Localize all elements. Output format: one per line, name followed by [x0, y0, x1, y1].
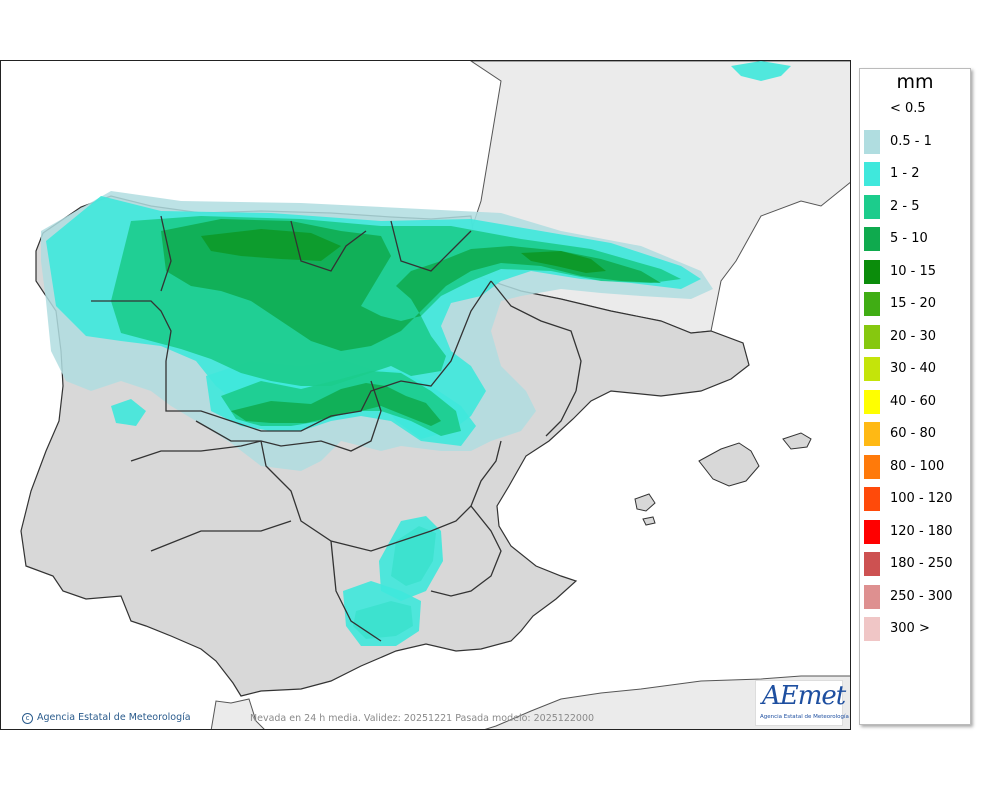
region-borders: [91, 215, 582, 642]
aemet-logo-subtitle: Agencia Estatal de Meteorología: [760, 714, 849, 720]
snow-forecast-map: [0, 60, 851, 730]
legend-label: 30 - 40: [890, 361, 937, 376]
snow-band-1-2-betica-north: [379, 516, 443, 601]
legend-swatch: [864, 519, 880, 544]
legend-swatch: [864, 292, 880, 316]
legend-row: 250 - 300: [864, 584, 968, 609]
legend-row: < 0.5: [864, 97, 968, 121]
legend-swatch: [864, 162, 880, 186]
legend-row: 300 >: [864, 617, 968, 641]
map-caption: Nevada en 24 h media. Validez: 20251221 …: [250, 713, 595, 724]
legend-label: 300 >: [890, 621, 930, 636]
legend-row: 40 - 60: [864, 389, 968, 414]
legend-label: 2 - 5: [890, 198, 920, 214]
legend-label: < 0.5: [890, 101, 926, 116]
legend-label: 5 - 10: [890, 231, 928, 246]
snow-areas: [41, 61, 791, 646]
legend-swatch: [864, 454, 880, 479]
snow-band-10-15-cantabrica: [201, 229, 341, 261]
menorca-island: [782, 432, 812, 450]
formentera-island: [642, 516, 656, 526]
legend-row: 1 - 2: [864, 162, 968, 186]
agency-credit-text: Agencia Estatal de Meteorología: [37, 712, 191, 723]
aemet-logo: AEmet Agencia Estatal de Meteorología: [755, 680, 849, 726]
legend-row: 80 - 100: [864, 454, 968, 479]
legend-swatch: [864, 487, 880, 511]
legend-swatch: [864, 227, 880, 251]
legend-row: 60 - 80: [864, 422, 968, 446]
legend-row: 100 - 120: [864, 487, 968, 511]
legend-swatch: [864, 389, 880, 414]
legend-label: 60 - 80: [890, 426, 937, 441]
snow-band-1-2-alps: [731, 61, 791, 81]
legend-swatch: [864, 422, 880, 446]
ibiza-island: [634, 493, 656, 512]
legend-swatch: [864, 552, 880, 576]
legend-row: 120 - 180: [864, 519, 968, 544]
legend-row: 15 - 20: [864, 292, 968, 316]
legend-label: 120 - 180: [890, 523, 953, 539]
legend-label: 1 - 2: [890, 166, 920, 181]
snow-band-5-10-sistema-central: [231, 383, 441, 426]
legend-row: 0.5 - 1: [864, 129, 968, 154]
legend-label: 0.5 - 1: [890, 133, 932, 149]
legend-label: 100 - 120: [890, 491, 953, 506]
legend-label: 250 - 300: [890, 588, 953, 604]
legend-row: 30 - 40: [864, 357, 968, 381]
aemet-logo-word: AEmet: [762, 681, 846, 711]
agency-credit: c Agencia Estatal de Meteorología: [22, 712, 191, 724]
legend-label: 15 - 20: [890, 296, 937, 311]
africa-landmass: [210, 675, 850, 729]
legend-label: 180 - 250: [890, 556, 953, 571]
legend-swatch: [864, 259, 880, 284]
copyright-icon: c: [22, 713, 33, 724]
legend-swatch: [864, 617, 880, 641]
legend-swatch: [864, 357, 880, 381]
legend-swatch: [864, 194, 880, 219]
legend-row: 5 - 10: [864, 227, 968, 251]
legend-swatch: [864, 584, 880, 609]
legend-swatch: [864, 97, 880, 121]
snow-band-10-15-pyrenees: [521, 251, 606, 273]
legend-swatch: [864, 129, 880, 154]
legend-row: 10 - 15: [864, 259, 968, 284]
legend-row: 180 - 250: [864, 552, 968, 576]
mallorca-island: [698, 442, 760, 487]
legend-label: 10 - 15: [890, 263, 937, 279]
legend-swatch: [864, 324, 880, 349]
legend-label: 40 - 60: [890, 393, 937, 409]
legend-label: 20 - 30: [890, 328, 937, 344]
map-canvas: [20, 61, 850, 729]
legend-unit-title: mm: [896, 71, 934, 93]
snow-band-1-2-west: [111, 399, 146, 426]
legend-panel: mm < 0.5 0.5 - 1 1 - 2 2 - 5 5 - 10 10 - 15 15…: [859, 68, 971, 725]
legend-row: 20 - 30: [864, 324, 968, 349]
snow-band-1-2-sierra-nevada: [343, 581, 421, 646]
legend-label: 80 - 100: [890, 458, 945, 474]
legend-row: 2 - 5: [864, 194, 968, 219]
